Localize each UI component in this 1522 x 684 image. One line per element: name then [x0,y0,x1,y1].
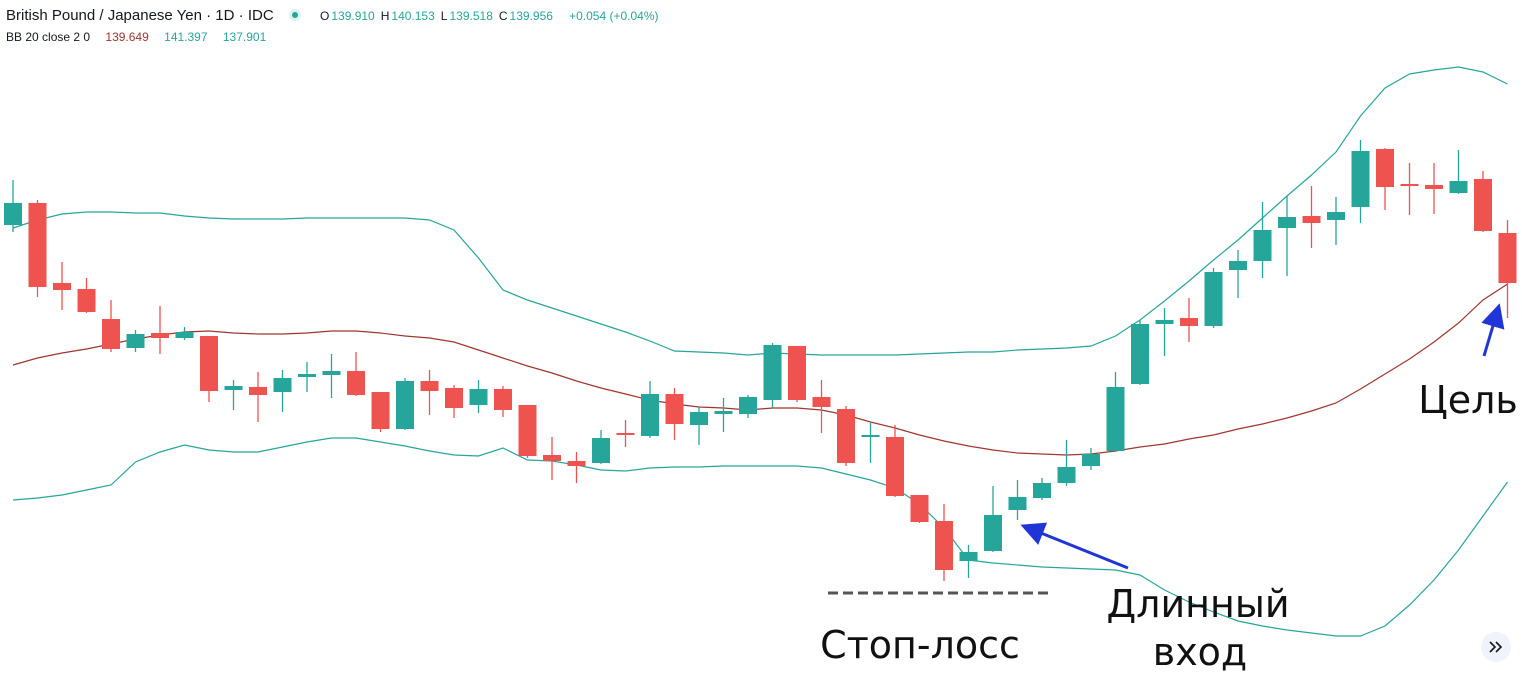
candle-body [224,386,243,390]
candle-body [1180,318,1198,326]
candle-body [200,336,218,391]
candle-body [322,371,341,375]
ohlc: O 139.910 H 140.153 L 139.518 C 139.956 [320,9,559,23]
candle-body [1302,216,1321,223]
candle-body [518,405,537,456]
candle-body [567,461,586,466]
ohlc-value: 139.956 [509,9,553,23]
candle-body [1229,261,1247,270]
candle-body [1400,184,1419,186]
candle-body [53,283,71,290]
candle-body [1008,497,1027,510]
candle-body [445,388,463,408]
candle-body [28,203,47,287]
annotation: Длинный [1106,582,1289,626]
candle-body [1155,320,1174,324]
indicator-name: BB 20 close 2 0 [6,30,91,44]
candle-body [886,437,904,496]
candle-body [273,378,292,392]
ohlc-label: L [440,9,448,23]
candle-body [396,381,414,429]
candle-body [984,515,1002,551]
candle-body [1082,454,1100,466]
candle-body [420,381,439,391]
candle-body [592,438,610,463]
ohlc-value: 139.518 [449,9,493,23]
annotation: Стоп-лосс [820,623,1020,667]
candle-body [935,521,953,570]
indicator-value: 139.649 [105,30,149,44]
status-dot [288,9,301,21]
candle-body [1449,181,1468,193]
candle-body [1327,212,1345,220]
candle-body [1204,272,1223,326]
candle-body [788,346,806,400]
candle-body [763,345,782,400]
candle-body [616,433,635,435]
candle-body [1253,230,1272,261]
candle-body [298,374,316,377]
candle-body [910,495,929,522]
change: +0.054 (+0.04%) [569,9,659,23]
candle-body [494,389,512,410]
indicator-value: 141.397 [164,30,208,44]
entry-arrow [1020,522,1129,570]
candle-body [347,371,365,395]
candle-body [739,397,757,414]
candle-body [543,455,561,461]
candle-body [861,435,880,437]
candle-body [714,411,733,414]
ohlc-value: 140.153 [391,9,435,23]
candle-body [126,334,145,348]
candle-body [1425,185,1443,189]
band-line [12,437,1508,637]
ohlc-label: C [498,9,508,23]
candle-body [959,552,978,561]
candle-body [1498,233,1517,283]
candle-body [1474,179,1492,231]
candle-body [4,203,22,225]
candle-body [77,289,96,312]
candle-body [1351,151,1370,207]
target-arrow [1481,303,1505,357]
candle-body [1033,483,1051,498]
indicator-row: BB 20 close 2 0 139.649 141.397 137.901 [6,30,268,44]
scroll-button[interactable] [1481,632,1511,662]
indicator-value: 137.901 [222,30,267,44]
candle-body [812,397,831,407]
candle-body [1376,149,1394,187]
candle-body [690,412,708,425]
candle-body [1106,387,1125,451]
symbol-title: British Pound / Japanese Yen · 1D · IDC [6,7,274,24]
candle-body [469,389,488,405]
annotation: вход [1153,630,1247,674]
ohlc-value: 139.910 [331,9,375,23]
legend-title-row: British Pound / Japanese Yen · 1D · IDC … [6,6,661,24]
candle-body [641,394,659,436]
candle-body [837,409,855,463]
ohlc-label: H [380,9,390,23]
bollinger-bands [12,66,1508,637]
annotation: Цель [1418,378,1518,422]
ohlc-label: O [320,9,330,23]
candle-body [1057,467,1076,483]
candle-body [175,332,194,338]
band-line [12,66,1508,356]
candle-body [665,394,684,424]
candle-body [102,319,120,349]
candle-body [371,392,390,429]
candle-body [1131,324,1149,384]
band-line [12,283,1508,456]
candles [4,140,1517,581]
candle-body [151,333,169,338]
candle-body [1278,217,1296,228]
candle-body [249,387,267,395]
